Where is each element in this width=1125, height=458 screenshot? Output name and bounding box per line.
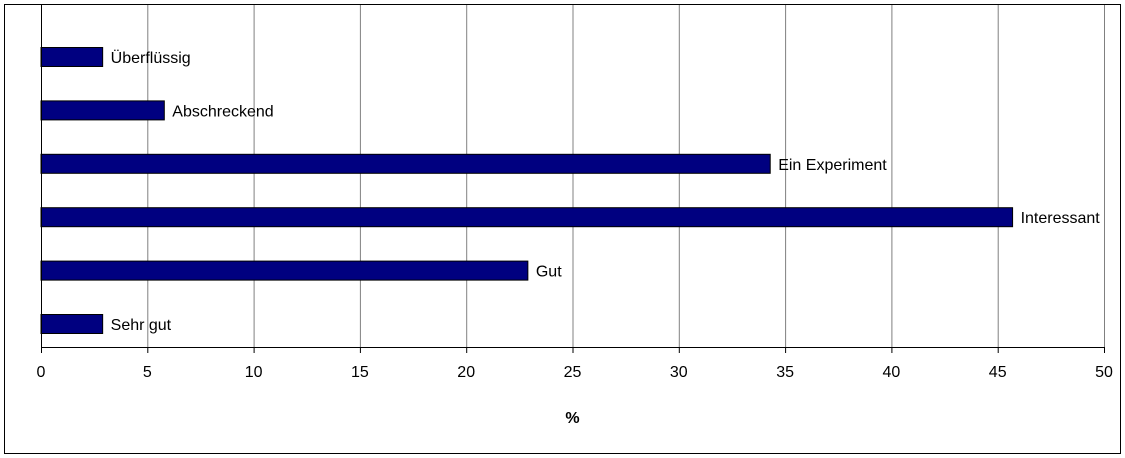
- bar-label-1: Abschreckend: [172, 103, 273, 120]
- bar-4: [40, 260, 529, 281]
- x-tick-label-30: 30: [670, 364, 688, 381]
- bar-3: [40, 207, 1014, 228]
- bar-labels: Überflüssig Abschreckend Ein Experiment Int…: [111, 49, 1101, 334]
- x-tick-label-45: 45: [989, 364, 1007, 381]
- x-tick-label-40: 40: [883, 364, 901, 381]
- x-tick-label-5: 5: [143, 364, 152, 381]
- x-axis-title: %: [565, 410, 579, 427]
- gridlines: [147, 5, 1105, 347]
- x-tick-label-35: 35: [776, 364, 794, 381]
- chart-frame: 0 5 10 15 20 25 30 35 40 45 50 Überflüssig Abschrec…: [4, 4, 1121, 454]
- x-tick-label-0: 0: [37, 364, 46, 381]
- bar-label-0: Überflüssig: [111, 49, 191, 67]
- x-tick-label-20: 20: [457, 364, 475, 381]
- bar-2: [40, 153, 771, 174]
- bar-label-3: Interessant: [1021, 210, 1101, 227]
- x-tick-label-10: 10: [245, 364, 263, 381]
- bar-label-5: Sehr gut: [111, 317, 172, 334]
- x-tick-label-50: 50: [1095, 364, 1113, 381]
- bars: [40, 47, 1014, 334]
- bar-chart: 0 5 10 15 20 25 30 35 40 45 50 Überflüssig Abschrec…: [37, 5, 1113, 427]
- x-tick-label-25: 25: [564, 364, 582, 381]
- bar-label-2: Ein Experiment: [778, 157, 887, 174]
- bar-1: [40, 100, 165, 121]
- bar-5: [40, 314, 104, 334]
- x-axis: 0 5 10 15 20 25 30 35 40 45 50: [37, 5, 1113, 381]
- bar-0: [40, 47, 104, 67]
- x-tick-label-15: 15: [351, 364, 369, 381]
- bar-label-4: Gut: [536, 264, 562, 281]
